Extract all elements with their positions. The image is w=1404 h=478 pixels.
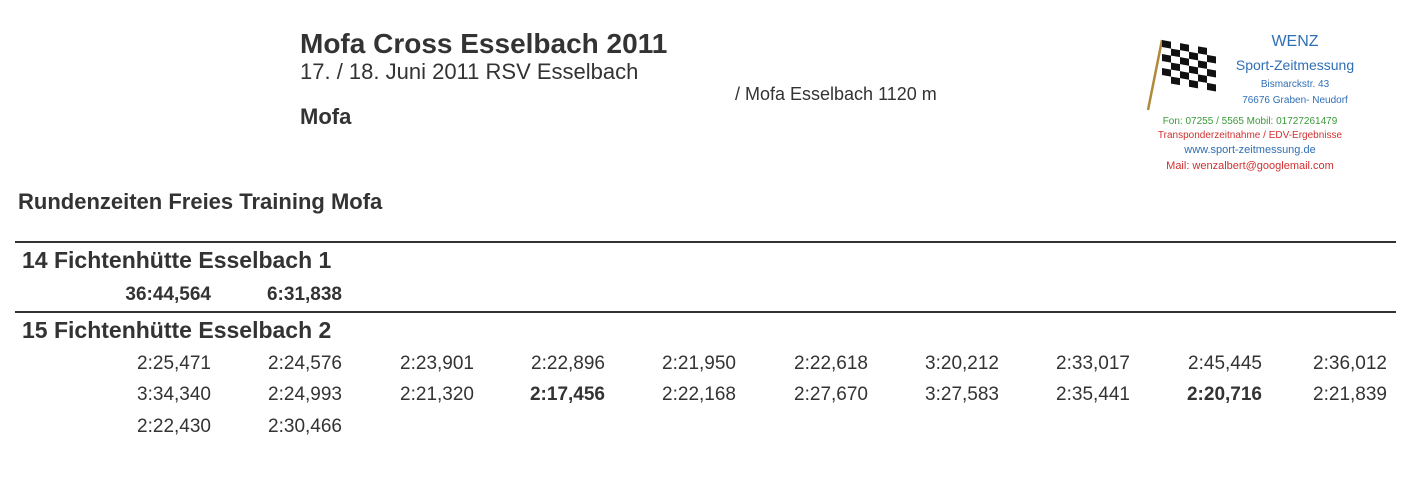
lap-time: 6:31,838 [266,284,342,305]
lap-time: 3:20,212 [925,353,999,374]
logo-phone: Fon: 07255 / 5565 Mobil: 01727261479 [1162,116,1338,127]
lap-time: 3:27,583 [925,384,999,405]
track-info: / Mofa Esselbach 1120 m [735,84,937,104]
logo-mail: Mail: wenzalbert@googlemail.com [1166,160,1334,172]
section-title: Rundenzeiten Freies Training Mofa [18,189,383,214]
divider [15,311,1396,313]
event-title: Mofa Cross Esselbach 2011 [300,28,668,59]
lap-time: 36:44,564 [125,284,211,305]
lap-time: 2:30,466 [268,416,342,437]
team-name: 14 Fichtenhütte Esselbach 1 [22,247,332,273]
logo-service: Sport-Zeitmessung [1235,57,1355,73]
logo-city: 76676 Graben- Neudorf [1242,95,1348,106]
lap-time: 2:35,441 [1056,384,1130,405]
lap-time: 2:24,576 [268,353,342,374]
lap-time: 2:21,950 [662,353,736,374]
lap-time: 2:22,430 [137,416,211,437]
lap-time: 2:23,901 [400,353,474,374]
checkered-flag-icon [1146,39,1216,111]
lap-time: 2:17,456 [529,384,605,405]
lap-time: 2:20,716 [1186,384,1262,405]
divider [15,241,1396,243]
lap-time: 2:22,618 [794,353,868,374]
lap-time: 2:33,017 [1056,353,1130,374]
logo-wenz: WENZ [1271,33,1319,50]
lap-time: 2:36,012 [1313,353,1387,374]
event-date-club: 17. / 18. Juni 2011 RSV Esselbach [300,59,639,84]
logo-street: Bismarckstr. 43 [1260,79,1330,90]
lap-time: 2:22,896 [531,353,605,374]
class-label: Mofa [300,104,352,129]
lap-time: 2:45,445 [1188,353,1262,374]
lap-time: 2:21,839 [1313,384,1387,405]
lap-time: 3:34,340 [137,384,211,405]
lap-time: 2:22,168 [662,384,736,405]
logo-website: www.sport-zeitmessung.de [1184,144,1316,156]
timing-company-logo: WENZ Sport-Zeitmessung Bismarckstr. 43 7… [1140,28,1400,180]
lap-time: 2:24,993 [268,384,342,405]
logo-tagline: Transponderzeitnahme / EDV-Ergebnisse [1157,130,1343,141]
lap-time: 2:27,670 [794,384,868,405]
lap-time: 2:25,471 [137,353,211,374]
lap-time: 2:21,320 [400,384,474,405]
team-name: 15 Fichtenhütte Esselbach 2 [22,317,332,343]
